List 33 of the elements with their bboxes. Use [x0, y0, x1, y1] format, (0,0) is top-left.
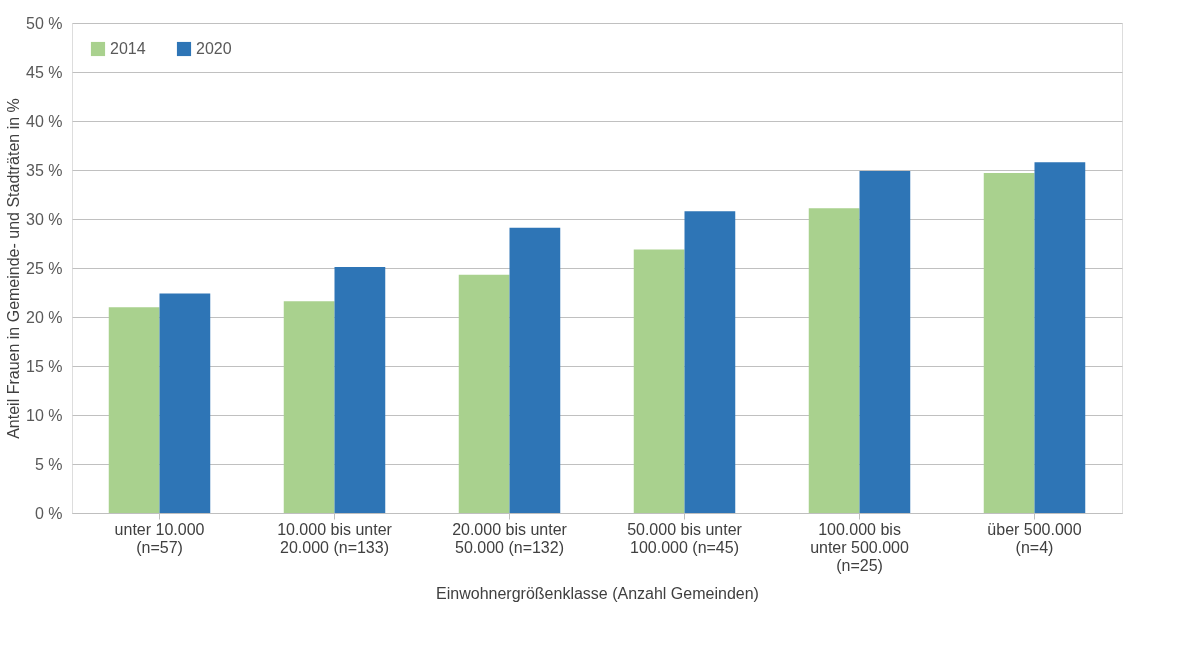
y-tick-label: 40 % [26, 112, 63, 130]
y-tick-label: 35 % [26, 161, 63, 179]
y-tick-label: 0 % [34, 504, 63, 522]
bar [808, 208, 860, 513]
bar [458, 274, 510, 513]
x-tick-label: 10.000 bis unter 20.000 (n=133) [277, 520, 393, 556]
x-tick-label: 50.000 bis unter 100.000 (n=45) [627, 520, 743, 556]
bar [684, 211, 736, 513]
y-tick-label: 30 % [26, 210, 63, 228]
legend-label: 2014 [110, 40, 146, 57]
y-tick-label: 15 % [26, 357, 63, 375]
x-tick-label: 20.000 bis unter 50.000 (n=132) [452, 520, 568, 556]
y-tick-label: 5 % [34, 455, 63, 473]
y-tick-label: 10 % [26, 406, 63, 424]
bar [1034, 162, 1086, 513]
bar [509, 227, 561, 513]
bar [633, 249, 685, 513]
bar [108, 307, 160, 513]
x-tick-label: 100.000 bis unter 500.000 (n=25) [810, 520, 909, 574]
y-tick-label: 45 % [26, 63, 63, 81]
bar [283, 301, 335, 513]
bar [983, 172, 1035, 513]
x-tick-label: über 500.000 (n=4) [987, 520, 1082, 556]
bar [334, 267, 386, 513]
y-axis-title: Anteil Frauen in Gemeinde- und Stadträten in % [5, 98, 23, 439]
y-tick-label: 25 % [26, 259, 63, 277]
bar [859, 170, 911, 513]
y-tick-label: 20 % [26, 308, 63, 326]
x-tick-label: unter 10.000 (n=57) [114, 520, 205, 556]
legend-label: 2020 [196, 40, 232, 57]
bar [159, 293, 211, 513]
y-tick-label: 50 % [26, 14, 63, 32]
x-axis-title: Einwohnergrößenklasse (Anzahl Gemeinden) [436, 584, 759, 602]
